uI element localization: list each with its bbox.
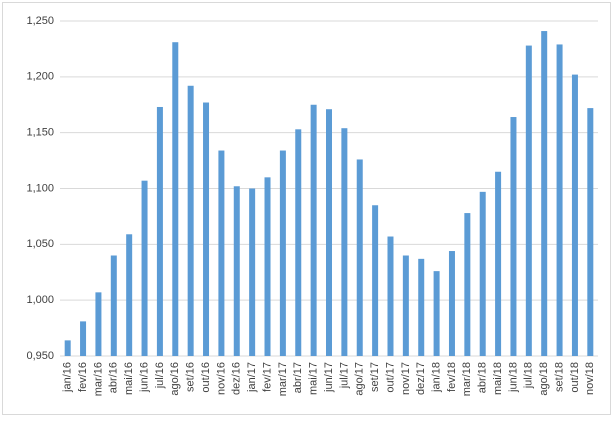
bar	[95, 292, 102, 356]
bar	[556, 44, 563, 356]
x-tick-label: jun/17	[323, 362, 335, 393]
bar	[110, 255, 117, 356]
bar	[326, 109, 332, 356]
bar	[433, 271, 440, 356]
bar	[418, 258, 425, 356]
bar	[479, 191, 486, 356]
bar	[156, 106, 163, 356]
bar	[141, 180, 148, 356]
y-tick-label: 1,050	[26, 238, 54, 250]
bar	[495, 171, 502, 356]
x-tick-label: set/18	[553, 362, 565, 392]
x-tick-label: mar/16	[92, 362, 104, 396]
y-tick-label: 1,200	[26, 71, 54, 83]
bar	[402, 255, 409, 356]
x-tick-label: jun/18	[507, 362, 519, 393]
y-tick-label: 1,250	[26, 15, 54, 27]
chart-border	[2, 2, 611, 415]
x-tick-label: mar/17	[277, 362, 289, 396]
x-tick-label: abr/18	[477, 362, 489, 393]
bar	[264, 177, 271, 356]
x-tick-label: nov/17	[400, 362, 412, 395]
bar	[203, 102, 210, 357]
x-tick-label: set/17	[369, 362, 381, 392]
bar	[341, 128, 348, 356]
x-tick-label: nov/16	[215, 362, 227, 395]
x-tick-label: fev/16	[77, 362, 89, 392]
x-tick-label: mai/17	[308, 362, 320, 395]
x-tick-label: jul/16	[154, 362, 166, 389]
x-tick-label: fev/18	[446, 362, 458, 392]
y-tick-label: 1,150	[26, 127, 54, 139]
bar	[233, 186, 240, 356]
bar	[218, 150, 225, 356]
y-tick-label: 0,950	[26, 350, 54, 362]
x-tick-label: nov/18	[584, 362, 596, 395]
x-tick-label: ago/18	[538, 362, 550, 396]
x-tick-label: dez/17	[415, 362, 427, 395]
bar	[249, 188, 256, 356]
x-tick-label: jan/17	[246, 362, 258, 393]
bar	[172, 42, 179, 356]
bar	[525, 45, 532, 357]
x-tick-label: jul/18	[523, 362, 535, 389]
x-tick-label: mar/18	[461, 362, 473, 396]
bar	[356, 159, 363, 356]
bar	[64, 340, 71, 356]
bar	[541, 31, 548, 357]
x-tick-label: set/16	[185, 362, 197, 392]
bar	[295, 129, 302, 356]
bar	[279, 150, 286, 356]
bar	[387, 236, 394, 356]
x-tick-label: jul/17	[338, 362, 350, 389]
bar	[80, 321, 87, 356]
x-tick-label: jan/18	[431, 362, 443, 393]
x-tick-label: jun/16	[138, 362, 150, 393]
x-tick-label: abr/17	[292, 362, 304, 393]
bar	[310, 104, 317, 356]
bar	[464, 213, 471, 356]
bar	[126, 234, 133, 356]
x-tick-label: fev/17	[261, 362, 273, 392]
x-tick-label: dez/16	[231, 362, 243, 395]
bar	[587, 108, 594, 356]
bar	[510, 117, 517, 357]
x-tick-label: out/16	[200, 362, 212, 393]
x-tick-label: out/17	[384, 362, 396, 393]
bar	[187, 85, 194, 357]
x-tick-label: out/18	[569, 362, 581, 393]
x-tick-label: mai/18	[492, 362, 504, 395]
y-tick-label: 1,100	[26, 182, 54, 194]
x-tick-label: ago/16	[169, 362, 181, 396]
bar	[372, 205, 379, 356]
bar	[571, 74, 578, 356]
x-tick-label: abr/16	[108, 362, 120, 393]
x-tick-label: mai/16	[123, 362, 135, 395]
x-tick-label: jan/16	[62, 362, 74, 393]
x-tick-label: ago/17	[354, 362, 366, 396]
y-tick-label: 1,000	[26, 294, 54, 306]
bar	[448, 251, 455, 356]
